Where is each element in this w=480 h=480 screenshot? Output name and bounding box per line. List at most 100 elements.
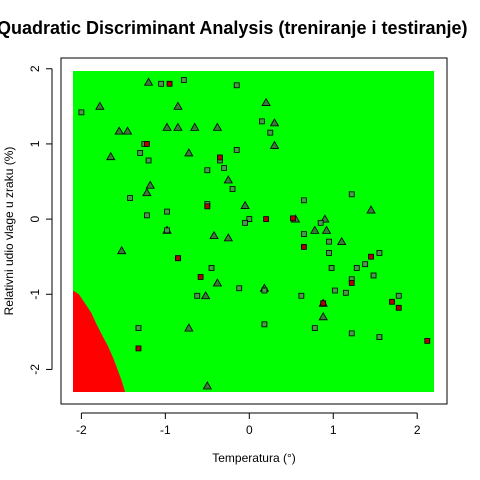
square-point [362,261,369,268]
y-tick-label: -1 [28,289,42,300]
triangle-point [202,381,213,390]
triangle-point [184,323,194,332]
square-point [376,250,383,256]
square-point [328,265,335,271]
triangle-point [269,140,280,149]
triangle-point [114,126,124,135]
triangle-point [122,126,133,135]
y-tick-label: 2 [28,65,42,72]
plot-frame [60,57,448,405]
red-square-point [217,154,223,161]
square-point [317,219,324,226]
data-points [78,77,431,390]
x-tick-label: 2 [414,423,421,437]
square-point [78,109,85,116]
square-point [208,265,215,271]
red-square-point [263,216,269,222]
red-square-point [320,300,327,307]
square-point [348,191,355,198]
square-point [180,77,187,83]
triangle-point [223,233,234,242]
red-square-point [389,298,395,305]
triangle-point [162,122,172,131]
red-square-point [300,244,307,250]
triangle-point [145,180,155,189]
square-point [242,219,249,226]
square-point [300,197,307,204]
red-region [73,290,126,392]
axes: -2 -1 0 1 2 -2 -1 0 1 2 [28,65,421,437]
red-square-point [424,337,431,344]
square-point [261,321,268,328]
square-point [348,330,355,337]
square-point [127,195,133,201]
triangle-point [223,175,234,184]
y-axis-label: Relativni udio vlage u zraku (%) [2,147,16,316]
square-point [164,208,170,215]
square-point [326,238,332,245]
triangle-point [142,187,152,197]
triangle-point [212,122,223,131]
square-point [342,289,349,296]
triangle-point [190,122,200,131]
y-tick-label: 1 [28,140,42,147]
triangle-point [240,200,250,209]
square-point [233,82,240,89]
x-tick-label: 1 [330,423,337,437]
y-tick-label: -2 [28,364,42,375]
triangle-point [336,236,347,246]
decision-regions [73,71,434,392]
red-square-point [348,280,355,286]
square-point [236,285,243,292]
square-point [233,147,240,153]
square-point [300,231,307,238]
triangle-point [117,245,127,255]
red-square-point [368,253,374,260]
red-square-point [204,203,211,210]
triangle-point [143,77,154,86]
triangle-point [261,97,271,106]
red-square-point [175,255,181,262]
y-tick-label: 0 [28,215,42,222]
chart-title: Quadratic Discriminant Analysis (trenira… [0,18,468,38]
square-point [164,227,170,234]
square-point [137,150,144,156]
triangle-point [366,205,376,214]
square-point [298,292,305,299]
triangle-point [173,122,183,131]
square-point [204,167,211,174]
triangle-point [106,151,116,161]
square-point [258,118,265,125]
red-square-point [166,80,173,87]
square-point [221,165,228,171]
square-point [158,80,165,87]
square-point [332,287,338,294]
square-point [261,287,268,294]
triangle-point [321,225,332,234]
red-square-point [143,141,150,147]
square-point [145,157,152,164]
red-square-point [135,345,142,352]
square-point [246,216,253,222]
green-region [73,71,434,392]
square-point [370,272,377,279]
square-point [376,334,383,341]
red-square-point [290,215,296,222]
square-point [194,292,201,299]
triangle-point [209,230,219,240]
triangle-point [212,278,223,287]
square-point [311,325,318,332]
square-point [143,212,150,219]
triangle-point [173,101,183,110]
x-tick-label: -1 [160,423,171,437]
x-tick-label: -2 [76,423,87,437]
square-point [267,129,274,136]
triangle-point [200,290,211,300]
triangle-point [310,225,320,234]
x-axis-label: Temperatura (°) [212,451,296,465]
red-square-point [197,274,204,280]
square-point [395,292,402,299]
triangle-point [95,101,105,110]
triangle-point [318,312,328,321]
